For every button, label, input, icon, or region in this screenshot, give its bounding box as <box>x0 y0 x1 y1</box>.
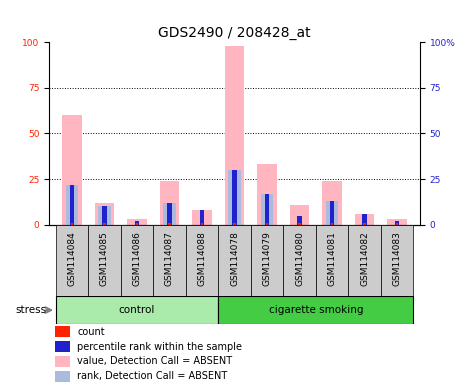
Bar <box>55 341 70 352</box>
Bar <box>232 170 237 225</box>
Bar <box>55 326 70 337</box>
Bar <box>395 221 399 225</box>
Text: GSM114083: GSM114083 <box>393 231 401 286</box>
Text: stress: stress <box>16 305 47 315</box>
Bar <box>283 225 316 296</box>
Bar <box>330 201 334 225</box>
Bar <box>186 225 218 296</box>
Bar <box>326 201 338 225</box>
Bar <box>261 194 273 225</box>
Bar <box>95 203 114 225</box>
Text: percentile rank within the sample: percentile rank within the sample <box>77 341 242 351</box>
Bar <box>201 223 203 225</box>
Bar <box>136 223 138 225</box>
Bar <box>200 210 204 225</box>
Bar <box>167 203 172 225</box>
Bar <box>71 223 73 225</box>
Bar <box>218 296 413 324</box>
Bar <box>363 223 366 225</box>
Bar <box>218 225 251 296</box>
Text: count: count <box>77 327 105 337</box>
Bar <box>363 214 367 225</box>
Bar <box>387 219 407 225</box>
Bar <box>103 223 106 225</box>
Bar <box>121 225 153 296</box>
Bar <box>228 170 241 225</box>
Bar <box>251 225 283 296</box>
Text: GSM114081: GSM114081 <box>327 231 336 286</box>
Bar <box>135 221 139 225</box>
Bar <box>290 205 309 225</box>
Bar <box>56 296 218 324</box>
Text: GSM114085: GSM114085 <box>100 231 109 286</box>
Text: GSM114088: GSM114088 <box>197 231 206 286</box>
Bar <box>102 207 106 225</box>
Bar <box>192 210 212 225</box>
Bar <box>396 223 398 225</box>
Text: value, Detection Call = ABSENT: value, Detection Call = ABSENT <box>77 356 232 366</box>
Bar <box>88 225 121 296</box>
Bar <box>153 225 186 296</box>
Bar <box>56 225 88 296</box>
Text: GSM114079: GSM114079 <box>263 231 272 286</box>
Bar <box>298 223 301 225</box>
Bar <box>98 207 111 225</box>
Bar <box>265 194 269 225</box>
Bar <box>163 203 176 225</box>
Text: GSM114080: GSM114080 <box>295 231 304 286</box>
Text: rank, Detection Call = ABSENT: rank, Detection Call = ABSENT <box>77 371 227 381</box>
Bar <box>66 185 78 225</box>
Text: cigarette smoking: cigarette smoking <box>268 305 363 315</box>
Text: GSM114086: GSM114086 <box>133 231 142 286</box>
Bar <box>127 219 147 225</box>
Title: GDS2490 / 208428_at: GDS2490 / 208428_at <box>158 26 311 40</box>
Bar <box>316 225 348 296</box>
Bar <box>160 181 179 225</box>
Bar <box>266 223 268 225</box>
Bar <box>55 371 70 382</box>
Bar <box>322 181 342 225</box>
Bar <box>381 225 413 296</box>
Text: GSM114078: GSM114078 <box>230 231 239 286</box>
Text: GSM114087: GSM114087 <box>165 231 174 286</box>
Bar <box>225 46 244 225</box>
Bar <box>297 215 302 225</box>
Text: GSM114082: GSM114082 <box>360 232 369 286</box>
Text: control: control <box>119 305 155 315</box>
Bar <box>355 214 374 225</box>
Bar <box>55 356 70 367</box>
Bar <box>234 223 235 225</box>
Bar <box>168 223 171 225</box>
Bar <box>331 223 333 225</box>
Bar <box>70 185 74 225</box>
Bar <box>62 115 82 225</box>
Bar <box>348 225 381 296</box>
Bar <box>257 164 277 225</box>
Text: GSM114084: GSM114084 <box>68 232 76 286</box>
